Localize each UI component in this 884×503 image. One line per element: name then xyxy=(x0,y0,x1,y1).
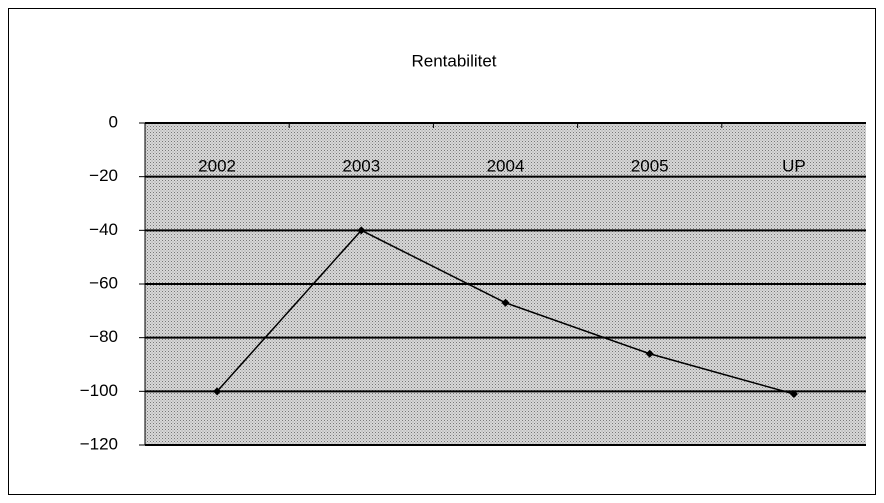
x-tick-label: 2005 xyxy=(631,156,669,175)
chart-title: Rentabilitet xyxy=(411,51,496,70)
y-tick-label: −100 xyxy=(80,381,118,400)
x-tick-label: 2002 xyxy=(198,156,236,175)
marker xyxy=(501,298,510,307)
marker xyxy=(213,387,222,396)
y-tick-label: −120 xyxy=(80,434,118,453)
y-tick-label: −20 xyxy=(89,166,118,185)
marker xyxy=(789,390,798,399)
y-tick-label: 0 xyxy=(109,112,118,131)
y-tick-label: −60 xyxy=(89,273,118,292)
y-tick-label: −40 xyxy=(89,220,118,239)
marker xyxy=(645,349,654,358)
x-tick-label: 2004 xyxy=(487,156,525,175)
y-tick-label: −80 xyxy=(89,327,118,346)
x-tick-label: UP xyxy=(782,156,806,175)
marker xyxy=(357,226,366,235)
x-tick-label: 2003 xyxy=(342,156,380,175)
